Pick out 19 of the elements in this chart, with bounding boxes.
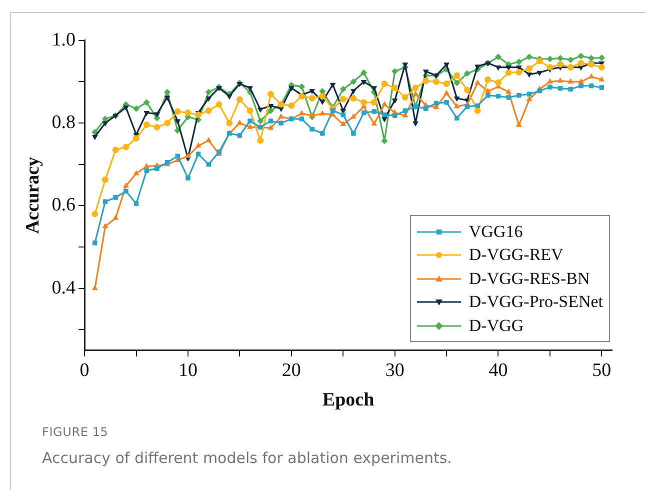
legend-label: D-VGG-REV (468, 245, 564, 266)
x-tick-label: 30 (385, 360, 404, 381)
y-tick-label: 0.8 (52, 112, 76, 134)
legend-label: D-VGG-Pro-SENet (468, 292, 603, 312)
caption: FIGURE 15 (42, 425, 108, 439)
y-axis-title: Accuracy (22, 156, 44, 234)
y-tick-label: 0.6 (52, 194, 76, 216)
legend-label: D-VGG (468, 316, 524, 336)
x-tick-label: 0 (80, 360, 90, 381)
legend-label: D-VGG-RES-BN (468, 268, 590, 289)
x-tick-label: 40 (488, 360, 508, 381)
y-tick-label: 0.4 (52, 277, 76, 298)
legend-label: VGG16 (468, 222, 523, 242)
x-tick-label: 20 (282, 360, 301, 381)
y-tick-label: 1.0 (52, 29, 76, 50)
x-tick-label: 10 (178, 360, 198, 381)
x-axis-title: Epoch (322, 390, 375, 411)
text: Accuracy of different models for ablation experiments. (42, 449, 452, 467)
x-tick-label: 50 (592, 360, 612, 381)
